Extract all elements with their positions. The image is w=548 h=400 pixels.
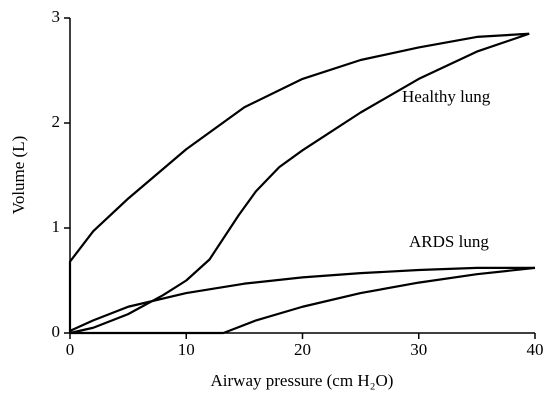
y-tick-label: 3 (52, 7, 61, 26)
curve (69, 32, 530, 335)
y-axis-label: Volume (L) (9, 136, 28, 215)
curve (68, 32, 530, 333)
x-axis-label: Airway pressure (cm H₂O) (211, 371, 394, 390)
x-tick-label: 30 (410, 340, 427, 359)
curve (70, 266, 536, 335)
y-tick-label: 1 (52, 217, 61, 236)
y-tick-label: 2 (52, 112, 61, 131)
x-tick-label: 20 (294, 340, 311, 359)
y-tick-label: 0 (52, 322, 61, 341)
x-tick-label: 0 (66, 340, 75, 359)
curve (69, 266, 535, 332)
annotation: Healthy lung (402, 87, 491, 106)
annotation: ARDS lung (409, 232, 489, 251)
x-tick-label: 10 (178, 340, 195, 359)
x-tick-label: 40 (527, 340, 544, 359)
